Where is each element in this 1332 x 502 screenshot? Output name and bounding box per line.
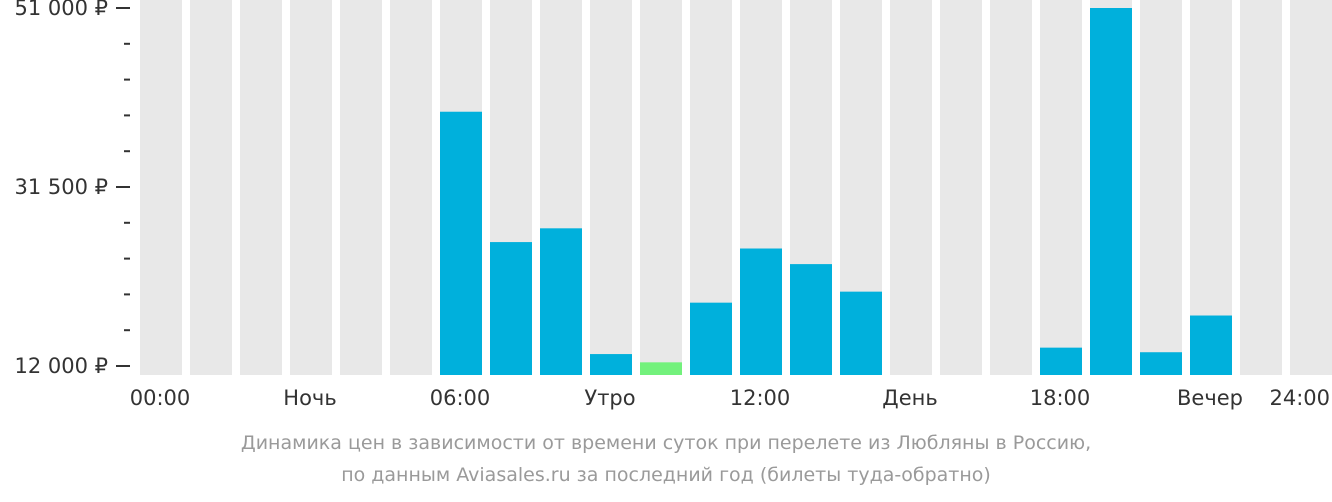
y-tick-label: 51 000 ₽ <box>14 0 108 20</box>
hour-slot-3 <box>290 0 332 375</box>
hour-slot-10 <box>640 0 682 375</box>
x-tick-label: Утро <box>584 386 635 410</box>
caption-line-1: Динамика цен в зависимости от времени су… <box>240 432 1092 454</box>
price-by-hour-chart: 51 000 ₽ 31 500 ₽ 12 000 ₽ 00:00 Ночь 06:00 Ут… <box>14 0 1332 410</box>
y-tick-label: 31 500 ₽ <box>14 175 108 199</box>
hour-slot-9 <box>590 0 632 375</box>
hour-slot-18 <box>1040 0 1082 375</box>
bar-12 <box>740 248 782 375</box>
x-tick-label: Вечер <box>1177 386 1243 410</box>
bar-11 <box>690 302 732 375</box>
x-tick-label: День <box>882 386 937 410</box>
hour-slot-2 <box>240 0 282 375</box>
bar-21 <box>1190 315 1232 375</box>
x-tick-label: 06:00 <box>430 386 491 410</box>
bar-9 <box>590 354 632 375</box>
hour-slot-23 <box>1290 0 1332 375</box>
hour-slot-16 <box>940 0 982 375</box>
hour-slot-4 <box>340 0 382 375</box>
hour-slot-20 <box>1140 0 1182 375</box>
x-tick-label: Ночь <box>283 386 336 410</box>
hour-slot-5 <box>390 0 432 375</box>
bar-8 <box>540 228 582 375</box>
bar-20 <box>1140 352 1182 375</box>
hour-slot-15 <box>890 0 932 375</box>
hour-slot-21 <box>1190 0 1232 375</box>
hour-slot-1 <box>190 0 232 375</box>
x-tick-label: 00:00 <box>130 386 191 410</box>
bar-6 <box>440 111 482 375</box>
y-tick-label: 12 000 ₽ <box>14 354 108 378</box>
bar-10 <box>640 362 682 375</box>
x-tick-label: 12:00 <box>730 386 791 410</box>
bar-14 <box>840 291 882 375</box>
bar-7 <box>490 242 532 375</box>
bar-13 <box>790 264 832 375</box>
caption-line-2: по данным Aviasales.ru за последний год … <box>341 464 991 486</box>
x-tick-label: 18:00 <box>1030 386 1091 410</box>
bar-18 <box>1040 347 1082 375</box>
x-tick-label: 24:00 <box>1269 386 1330 410</box>
bar-19 <box>1090 8 1132 375</box>
hour-slot-22 <box>1240 0 1282 375</box>
hour-slot-0 <box>140 0 182 375</box>
hour-slot-17 <box>990 0 1032 375</box>
